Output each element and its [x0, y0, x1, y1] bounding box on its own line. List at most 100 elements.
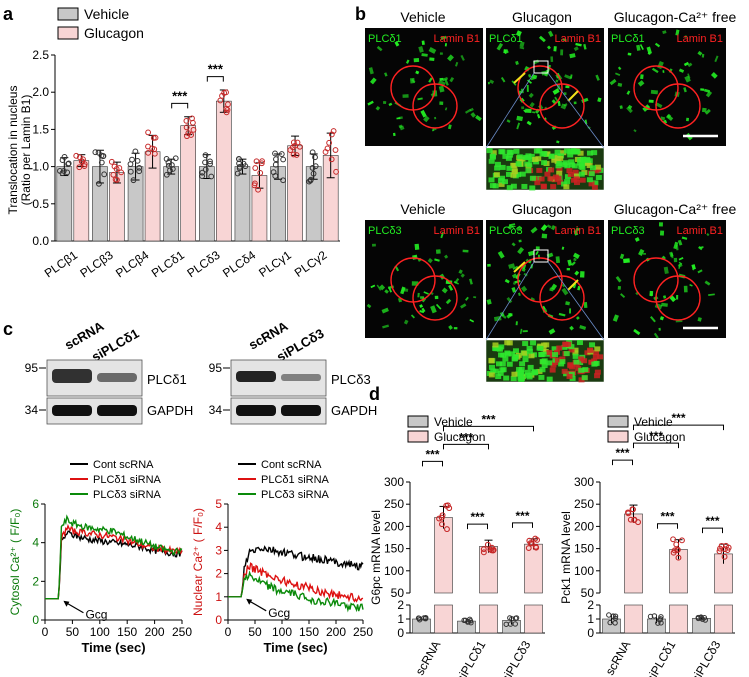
a-datapoint [199, 173, 206, 180]
a-datapoint [258, 160, 265, 167]
micro-inset-pixel [589, 342, 596, 348]
micro-green-signal [447, 124, 452, 130]
micro-green-signal [612, 314, 619, 322]
a-datapoint [307, 177, 314, 184]
micro-green-signal [654, 42, 661, 48]
a-datapoint [208, 173, 215, 180]
micro-inset-pixel [498, 181, 505, 187]
a-datapoint [127, 168, 134, 175]
micro-green-signal [528, 250, 535, 257]
micro-green-signal [435, 303, 442, 310]
a-bar-vehicle [56, 166, 73, 242]
micro-inset-pixel [551, 177, 558, 183]
micro-inset-pixel [530, 370, 537, 376]
d-sig-stars: *** [515, 509, 529, 523]
micro-inset-pixel [591, 184, 598, 190]
a-datapoint [95, 149, 102, 156]
micro-green-signal [650, 89, 659, 95]
micro-magnifier-line [485, 72, 535, 149]
a-ytick-label: 2.5 [32, 48, 49, 62]
micro-inset-pixel [593, 360, 600, 366]
micro-green-signal [689, 283, 693, 287]
micro-green-signal [575, 42, 582, 47]
panel-label-c: c [3, 319, 13, 339]
micro-green-signal [442, 76, 449, 82]
micro-inset-pixel [554, 149, 561, 155]
d-datapoint [443, 502, 450, 509]
micro-green-signal [634, 237, 640, 242]
d-datapoint [415, 615, 422, 621]
micro-green-signal [500, 76, 506, 83]
d-datapoint [670, 536, 677, 543]
micro-green-signal [489, 79, 495, 84]
micro-inset-pixel [539, 359, 546, 365]
micro-green-signal [403, 319, 409, 325]
micro-green-signal [660, 116, 666, 121]
micro-inset-pixel [577, 157, 584, 163]
micro-inset-pixel [567, 362, 574, 368]
micro-green-signal [506, 297, 513, 304]
a-datapoint [145, 149, 152, 156]
line-legend-label: PLCδ3 siRNA [261, 489, 330, 501]
micro-inset-pixel [515, 161, 522, 167]
micro-green-signal [421, 40, 425, 45]
line-legend-label: PLCδ1 siRNA [93, 474, 162, 486]
line-xlabel: Time (sec) [81, 640, 145, 655]
d-datapoint [438, 521, 445, 528]
micro-inset-pixel [536, 167, 543, 173]
micro-green-signal [650, 315, 656, 323]
micro-green-signal [663, 266, 669, 274]
micro-green-signal [703, 88, 711, 93]
micro-green-signal [434, 295, 439, 300]
micro-inset-pixel [548, 167, 555, 173]
a-datapoint [101, 171, 108, 178]
micro-inset-pixel [546, 350, 553, 356]
micro-green-signal [678, 261, 683, 265]
micro-green-signal [575, 316, 580, 320]
micro-inset-pixel [592, 180, 599, 186]
micro-inset-pixel [541, 151, 548, 157]
micro-green-signal [561, 287, 569, 296]
micro-green-signal [376, 284, 382, 291]
micro-title-r1-glucagon: Glucagon [512, 9, 572, 25]
micro-inset-pixel [521, 183, 528, 189]
micro-green-signal [572, 283, 577, 289]
micro-green-signal [546, 224, 552, 229]
a-datapoint [322, 149, 329, 155]
micro-green-signal [597, 97, 602, 103]
d-datapoint [507, 615, 513, 621]
micro-inset-pixel [502, 153, 509, 159]
line-annotation: Gcg [85, 608, 107, 622]
a-datapoint [253, 158, 260, 165]
a-sig-bracket [206, 76, 224, 82]
d-ytick-label-upper: 150 [384, 542, 404, 556]
micro-green-signal [368, 67, 374, 75]
a-datapoint [240, 160, 247, 167]
micro-inset-pixel [576, 340, 583, 346]
a-datapoint [116, 165, 123, 171]
micro-green-signal [548, 328, 556, 335]
micro-inset-pixel [572, 350, 579, 356]
micro-green-signal [530, 76, 536, 81]
micro-inset-pixel [495, 374, 502, 380]
micro-inset-pixel [547, 176, 554, 182]
d-sig-bracket [702, 527, 723, 534]
wb1-marker-95: 95 [25, 361, 39, 375]
micro-green-signal [633, 129, 637, 133]
micro-inset-pixel [519, 361, 526, 367]
d-sig-stars: *** [459, 430, 473, 444]
a-datapoint [280, 177, 287, 184]
micro-green-signal [579, 325, 587, 331]
micro-green-signal [469, 278, 473, 285]
a-datapoint [270, 169, 277, 176]
a-ytick-label: 1.0 [32, 160, 49, 174]
micro-green-signal [573, 46, 579, 52]
d-bar-glucagon-lower [434, 604, 453, 634]
line-annotation: Gcg [268, 606, 290, 620]
micro-inset-pixel [511, 371, 518, 377]
a-datapoint [312, 163, 319, 170]
a-sig-stars: *** [208, 62, 224, 77]
micro-green-signal [530, 226, 538, 234]
micro-green-signal [465, 296, 469, 301]
